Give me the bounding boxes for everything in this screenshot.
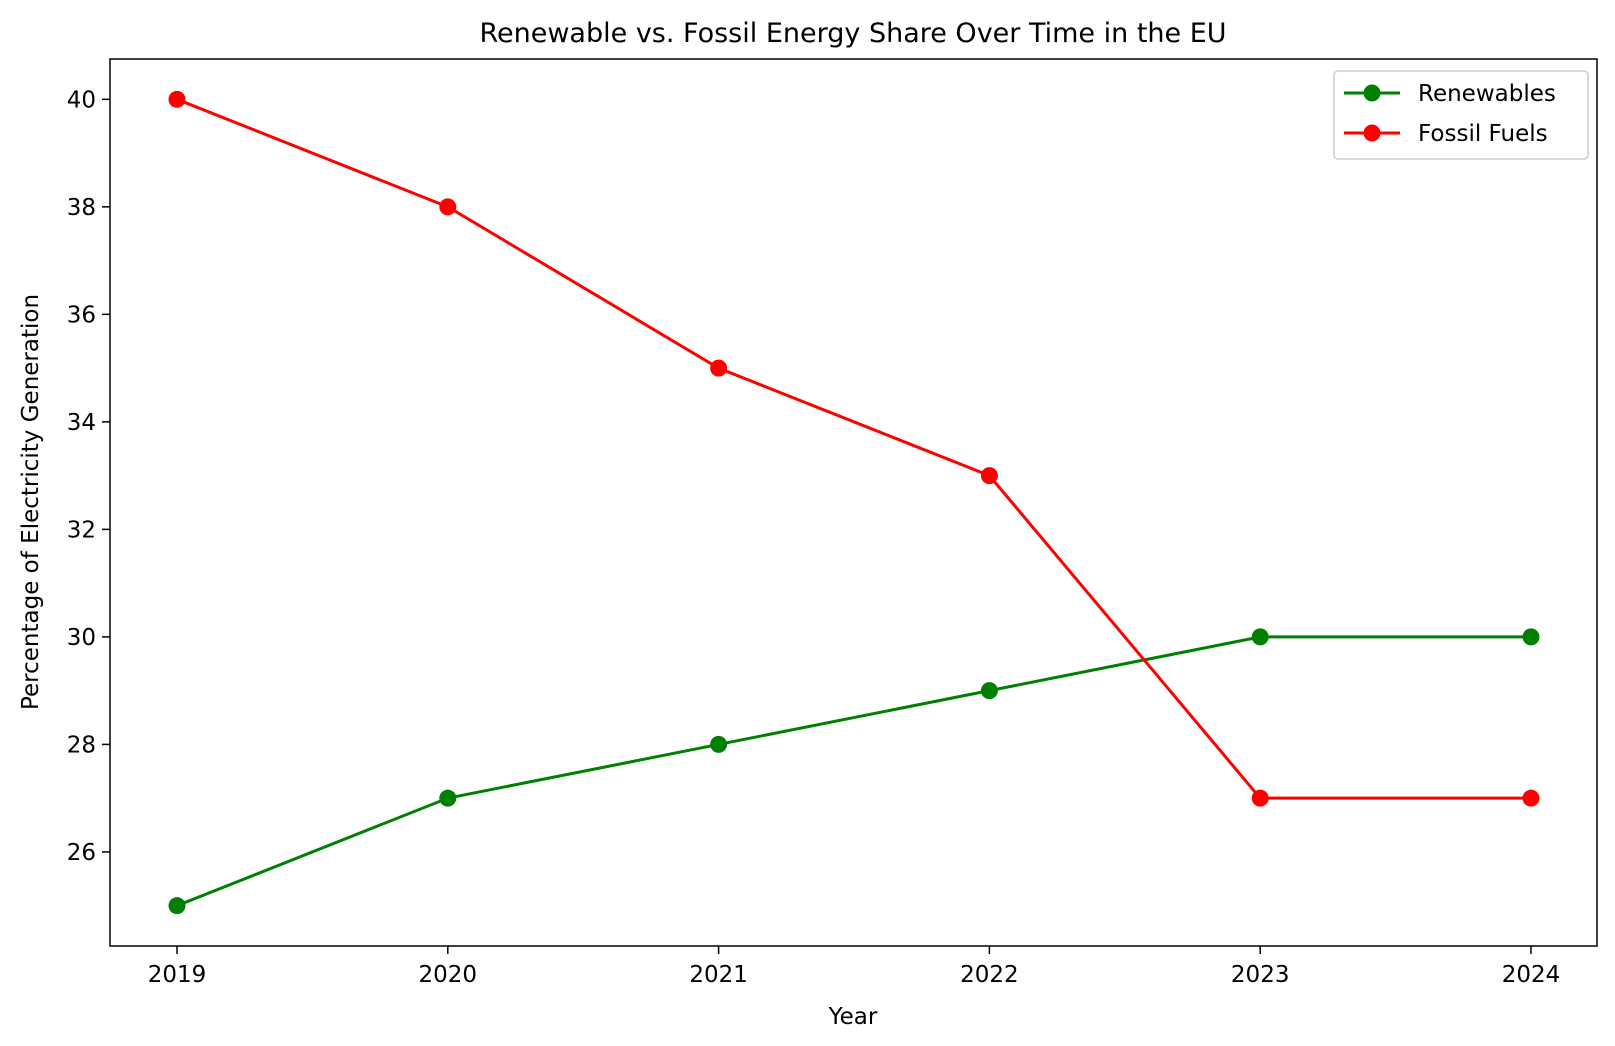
- renewables-point: [439, 789, 457, 807]
- fossil-fuels-point: [710, 359, 728, 377]
- x-axis-label: Year: [828, 1004, 878, 1030]
- y-tick-label: 30: [67, 625, 96, 651]
- y-tick-label: 28: [67, 732, 96, 758]
- fossil-fuels-point: [980, 467, 998, 485]
- plot-series: [168, 90, 1540, 915]
- renewables-point: [980, 682, 998, 700]
- y-tick-label: 34: [67, 410, 96, 436]
- x-tick-label: 2021: [689, 962, 748, 988]
- plot-frame: [109, 58, 1598, 947]
- chart-title: Renewable vs. Fossil Energy Share Over T…: [479, 18, 1226, 49]
- y-tick-label: 40: [67, 87, 96, 113]
- fossil-fuels-point: [1251, 789, 1269, 807]
- fossil-fuels-legend-label: Fossil Fuels: [1418, 121, 1548, 147]
- legend: Renewables Fossil Fuels: [1333, 70, 1589, 160]
- renewables-line: [176, 635, 1531, 908]
- y-tick-label: 32: [67, 517, 96, 543]
- x-tick-label: 2023: [1231, 962, 1290, 988]
- renewables-legend-marker: [1363, 84, 1381, 102]
- y-tick-label: 38: [67, 195, 96, 221]
- renewables-point: [168, 897, 186, 915]
- y-tick-label: 36: [67, 302, 96, 328]
- fossil-fuels-point: [439, 198, 457, 216]
- renewables-legend-label: Renewables: [1418, 81, 1556, 107]
- x-tick-label: 2020: [419, 962, 478, 988]
- fossil-fuels-legend-marker: [1363, 124, 1381, 142]
- fossil-fuels-point: [1522, 789, 1540, 807]
- y-tick-label: 26: [67, 840, 96, 866]
- x-tick-label: 2019: [148, 962, 207, 988]
- x-tick-label: 2022: [960, 962, 1019, 988]
- x-tick-label: 2024: [1502, 962, 1561, 988]
- renewables-point: [710, 735, 728, 753]
- y-axis-label: Percentage of Electricity Generation: [18, 294, 44, 710]
- renewables-point: [1251, 628, 1269, 646]
- y-axis: 26 28 30 32 34 36 38 40: [67, 87, 110, 866]
- renewables-point: [1522, 628, 1540, 646]
- fossil-fuels-point: [168, 90, 186, 108]
- x-axis: 2019 2020 2021 2022 2023 2024: [148, 946, 1561, 988]
- fossil-fuels-line: [176, 97, 1531, 800]
